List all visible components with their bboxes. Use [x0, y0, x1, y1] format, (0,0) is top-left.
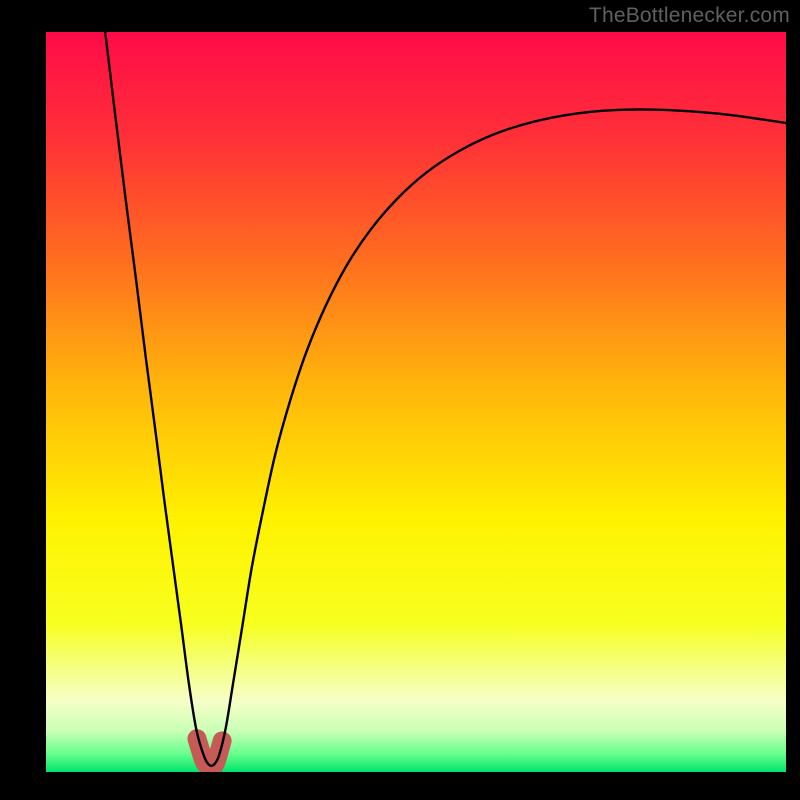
watermark-text: TheBottlenecker.com	[589, 4, 790, 28]
curve-layer	[46, 32, 786, 772]
bottleneck-chart	[46, 32, 786, 772]
bottleneck-curve	[105, 32, 786, 766]
